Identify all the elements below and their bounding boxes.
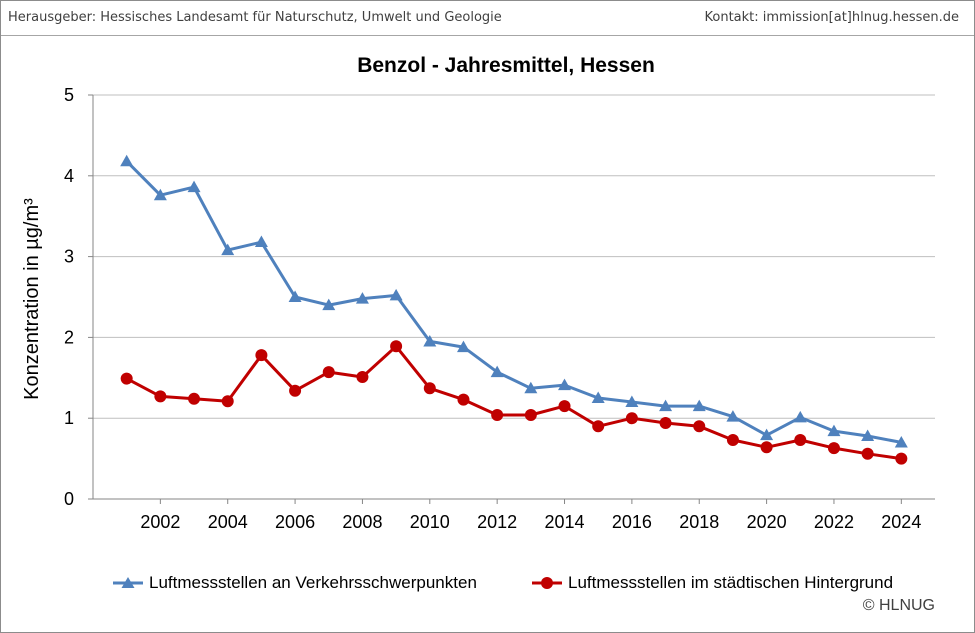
y-tick-label: 4 xyxy=(64,166,74,186)
data-point-triangle xyxy=(288,290,302,302)
publisher-text: Herausgeber: Hessisches Landesamt für Na… xyxy=(8,10,502,25)
data-point-circle xyxy=(659,417,672,430)
data-point-triangle xyxy=(625,395,639,408)
data-point-triangle xyxy=(456,340,470,353)
data-point-triangle xyxy=(760,428,774,441)
data-point-circle xyxy=(491,408,504,421)
series-2 xyxy=(120,340,908,465)
data-point-circle xyxy=(322,366,335,379)
header-bar: Herausgeber: Hessisches Landesamt für Na… xyxy=(1,1,974,36)
data-point-triangle xyxy=(726,410,740,422)
data-point-circle xyxy=(221,395,234,408)
y-tick-label: 3 xyxy=(64,247,74,267)
data-point-circle xyxy=(289,384,302,397)
data-point-triangle xyxy=(894,435,908,448)
data-point-triangle xyxy=(558,378,572,391)
data-point-triangle xyxy=(793,410,807,423)
x-tick-label: 2024 xyxy=(881,512,921,532)
data-point-circle xyxy=(861,447,874,460)
data-point-triangle xyxy=(389,288,403,301)
data-point-triangle xyxy=(659,399,673,412)
data-point-circle xyxy=(592,420,605,433)
y-tick-label: 0 xyxy=(64,489,74,509)
data-point-triangle xyxy=(187,180,201,193)
data-point-circle xyxy=(625,412,638,425)
gridlines xyxy=(93,94,935,419)
data-point-triangle xyxy=(692,399,706,412)
x-tick-label: 2016 xyxy=(612,512,652,532)
data-point-circle xyxy=(895,452,908,465)
x-tick-label: 2018 xyxy=(679,512,719,532)
x-tick-label: 2002 xyxy=(140,512,180,532)
x-tick-label: 2004 xyxy=(208,512,248,532)
x-tick-label: 2008 xyxy=(342,512,382,532)
data-point-triangle xyxy=(827,424,841,437)
series-line xyxy=(125,344,902,461)
data-point-triangle xyxy=(355,292,369,304)
axes: 0 1 2 3 4 5 2002 2004 2006 2008 2010 2012 2014 2016 20… xyxy=(64,85,935,532)
data-point-triangle xyxy=(254,235,268,248)
legend-item-traffic: Luftmessstellen an Verkehrsschwerpunkten xyxy=(112,572,477,594)
y-tick-label: 1 xyxy=(64,408,74,428)
data-point-circle xyxy=(255,349,268,362)
data-point-circle xyxy=(457,393,470,406)
data-point-triangle xyxy=(120,154,134,167)
legend-circle-marker-icon xyxy=(532,577,562,589)
data-point-triangle xyxy=(524,381,538,394)
x-tick-label: 2020 xyxy=(747,512,787,532)
chart-title: Benzol - Jahresmittel, Hessen xyxy=(357,54,655,77)
legend-label-background: Luftmessstellen im städtischen Hintergru… xyxy=(568,573,894,592)
copyright-text: © HLNUG xyxy=(862,597,935,614)
data-point-circle xyxy=(827,442,840,455)
data-point-triangle xyxy=(490,365,504,378)
y-axis-title: Konzentration in µg/m³ xyxy=(21,198,43,400)
contact-text: Kontakt: immission[at]hlnug.hessen.de xyxy=(704,10,960,25)
data-point-circle xyxy=(760,441,773,454)
x-tick-label: 2014 xyxy=(544,512,584,532)
data-point-triangle xyxy=(153,188,167,201)
data-point-circle xyxy=(120,372,133,385)
y-tick-label: 2 xyxy=(64,327,74,347)
data-point-triangle xyxy=(861,429,875,441)
data-point-circle xyxy=(154,390,167,403)
data-point-circle xyxy=(356,370,369,383)
x-tick-label: 2006 xyxy=(275,512,315,532)
data-point-circle xyxy=(558,400,571,413)
y-tick-label: 5 xyxy=(64,85,74,105)
data-point-circle xyxy=(524,408,537,421)
series-line xyxy=(125,160,902,444)
data-point-triangle xyxy=(591,391,605,403)
data-point-circle xyxy=(726,434,739,447)
series-1 xyxy=(120,154,908,448)
data-point-triangle xyxy=(423,334,437,347)
x-tick-label: 2012 xyxy=(477,512,517,532)
legend-label-traffic: Luftmessstellen an Verkehrsschwerpunkten xyxy=(149,573,477,592)
data-point-circle xyxy=(693,420,706,433)
x-tick-label: 2010 xyxy=(410,512,450,532)
x-tick-label: 2022 xyxy=(814,512,854,532)
legend-triangle-marker-icon xyxy=(113,577,143,588)
data-point-circle xyxy=(390,340,403,353)
data-point-circle xyxy=(188,392,201,405)
data-point-circle xyxy=(794,434,807,447)
data-point-triangle xyxy=(221,243,235,256)
data-point-triangle xyxy=(322,298,336,311)
legend-item-background: Luftmessstellen im städtischen Hintergru… xyxy=(531,572,893,594)
data-point-circle xyxy=(423,382,436,395)
